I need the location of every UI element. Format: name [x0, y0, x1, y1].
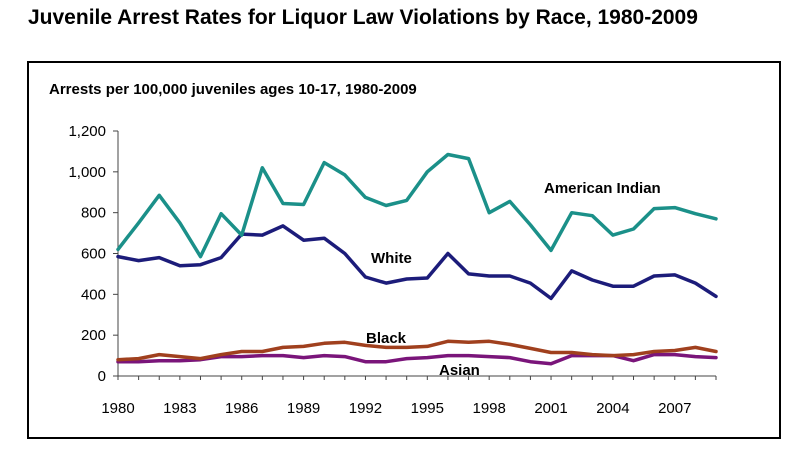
x-axis: 1980 1983 1986 1989 1992 1995 1998 2001 2004 2007	[101, 375, 717, 417]
x-tick-label: 1995	[411, 400, 444, 417]
x-tick-label: 2007	[658, 400, 691, 417]
y-axis: 0 200 400 600 800 1,000 1,200	[68, 123, 119, 385]
y-tick-label: 1,000	[68, 164, 106, 181]
chart-frame: Arrests per 100,000 juveniles ages 10-17…	[27, 61, 781, 439]
x-tick-label: 1980	[101, 400, 134, 417]
series-line-white	[116, 224, 718, 301]
series-label-asian: Asian	[439, 362, 480, 379]
page-title: Juvenile Arrest Rates for Liquor Law Vio…	[28, 6, 698, 29]
x-tick-label: 1989	[287, 400, 320, 417]
y-tick-label: 800	[81, 205, 106, 222]
x-tick-label: 1998	[472, 400, 505, 417]
line-chart: Arrests per 100,000 juveniles ages 10-17…	[49, 81, 718, 417]
x-tick-label: 1986	[225, 400, 258, 417]
series-line-american-indian	[116, 152, 718, 259]
series-label-black: Black	[366, 330, 407, 347]
x-tick-label: 1992	[349, 400, 382, 417]
x-tick-label: 1983	[163, 400, 196, 417]
series-label-white: White	[371, 250, 412, 267]
y-tick-label: 0	[98, 368, 106, 385]
series-label-american-indian: American Indian	[544, 180, 661, 197]
chart-subtitle: Arrests per 100,000 juveniles ages 10-17…	[49, 81, 417, 98]
y-tick-label: 600	[81, 246, 106, 263]
y-tick-label: 400	[81, 286, 106, 303]
series-lines	[116, 152, 718, 366]
y-tick-label: 200	[81, 327, 106, 344]
series-line-black	[116, 339, 718, 362]
y-tick-label: 1,200	[68, 123, 106, 140]
x-tick-label: 2004	[596, 400, 629, 417]
x-tick-label: 2001	[534, 400, 567, 417]
series-labels: American Indian White Black Asian	[366, 180, 661, 379]
